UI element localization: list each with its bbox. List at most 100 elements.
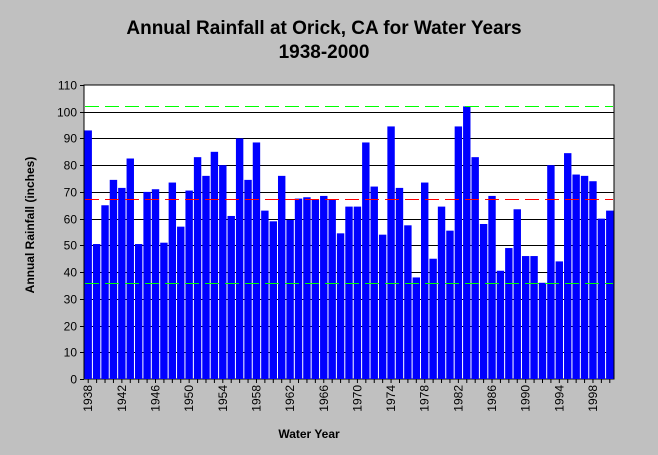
bar bbox=[530, 256, 538, 379]
bar bbox=[143, 191, 151, 379]
y-tick-label: 30 bbox=[64, 293, 78, 307]
x-tick-label: 1950 bbox=[182, 385, 196, 412]
bar bbox=[277, 175, 286, 379]
bar bbox=[597, 218, 606, 379]
bar bbox=[589, 181, 597, 379]
bar bbox=[547, 165, 555, 379]
bar bbox=[353, 206, 362, 379]
bar bbox=[160, 242, 168, 379]
bar bbox=[303, 197, 311, 379]
bar bbox=[412, 277, 421, 379]
y-tick-label: 40 bbox=[64, 266, 78, 280]
y-axis-label: Annual Rainfall (inches) bbox=[23, 157, 37, 294]
y-tick-label: 20 bbox=[64, 320, 78, 334]
bar bbox=[311, 199, 320, 379]
x-tick-label: 1942 bbox=[115, 385, 129, 412]
x-tick-label: 1938 bbox=[81, 385, 95, 412]
bar bbox=[538, 282, 547, 379]
bar bbox=[555, 261, 564, 379]
bar bbox=[134, 244, 143, 379]
y-tick-label: 0 bbox=[70, 373, 77, 387]
bar bbox=[269, 221, 277, 379]
bar bbox=[387, 126, 395, 380]
y-axis-ticks: 0 10 20 30 40 50 60 70 80 90 100 110 bbox=[57, 79, 84, 387]
y-tick-label: 50 bbox=[64, 239, 78, 253]
x-tick-label: 1962 bbox=[283, 385, 297, 412]
bar bbox=[109, 179, 118, 379]
bar bbox=[210, 151, 219, 379]
chart-title: Annual Rainfall at Orick, CA for Water Y… bbox=[126, 18, 521, 39]
bar bbox=[437, 206, 446, 379]
bars bbox=[84, 106, 614, 380]
chart-subtitle: 1938-2000 bbox=[279, 42, 370, 63]
bar bbox=[572, 174, 580, 379]
bar bbox=[471, 157, 479, 379]
bar bbox=[606, 210, 614, 379]
bar bbox=[564, 153, 572, 379]
x-tick-label: 1954 bbox=[216, 385, 230, 412]
y-tick-label: 110 bbox=[58, 79, 77, 93]
bar bbox=[294, 198, 303, 379]
x-tick-label: 1990 bbox=[519, 385, 533, 412]
bar bbox=[235, 138, 244, 379]
bar bbox=[227, 215, 235, 379]
bar bbox=[118, 187, 126, 379]
bar bbox=[151, 189, 160, 379]
bar bbox=[479, 223, 488, 379]
bar bbox=[446, 230, 454, 379]
bar bbox=[261, 210, 269, 379]
x-tick-label: 1986 bbox=[485, 385, 499, 412]
bar bbox=[513, 209, 521, 379]
y-tick-label: 80 bbox=[64, 159, 78, 173]
x-tick-label: 1978 bbox=[418, 385, 432, 412]
x-tick-label: 1946 bbox=[149, 385, 163, 412]
x-tick-label: 1974 bbox=[384, 385, 398, 412]
bar bbox=[252, 142, 261, 379]
bar bbox=[185, 190, 193, 379]
bar bbox=[362, 142, 370, 379]
bar bbox=[421, 182, 429, 379]
y-tick-label: 10 bbox=[64, 346, 78, 360]
bar bbox=[328, 199, 336, 379]
bar bbox=[345, 206, 353, 379]
y-tick-label: 60 bbox=[64, 213, 78, 227]
bar bbox=[454, 126, 463, 380]
bar bbox=[168, 182, 177, 379]
bar bbox=[177, 226, 185, 379]
bar bbox=[126, 158, 134, 379]
x-tick-label: 1998 bbox=[586, 385, 600, 412]
bar bbox=[101, 205, 109, 379]
bar bbox=[496, 270, 505, 379]
bar bbox=[219, 165, 227, 379]
bar bbox=[429, 258, 437, 379]
y-tick-label: 70 bbox=[64, 186, 78, 200]
y-tick-label: 100 bbox=[57, 106, 77, 120]
bar bbox=[404, 225, 412, 379]
x-axis-ticks: 1938 1942 1946 1950 1954 1958 1962 1966 1970 1974… bbox=[81, 379, 611, 412]
bar bbox=[395, 187, 404, 379]
reference-lines bbox=[85, 106, 613, 284]
bar bbox=[378, 234, 387, 379]
bar bbox=[244, 179, 252, 379]
bar bbox=[92, 244, 101, 379]
bar bbox=[84, 130, 92, 379]
bar bbox=[505, 248, 513, 379]
x-tick-label: 1966 bbox=[317, 385, 331, 412]
bar bbox=[488, 195, 496, 379]
bar bbox=[286, 219, 294, 379]
bar bbox=[580, 175, 589, 379]
x-tick-label: 1970 bbox=[350, 385, 364, 412]
x-tick-label: 1958 bbox=[249, 385, 263, 412]
bar bbox=[463, 106, 471, 379]
bar bbox=[320, 195, 328, 379]
x-tick-label: 1982 bbox=[451, 385, 465, 412]
bar bbox=[370, 186, 378, 379]
bar bbox=[202, 175, 210, 379]
x-axis-label: Water Year bbox=[278, 427, 340, 441]
bar bbox=[521, 256, 530, 379]
bar bbox=[336, 233, 345, 379]
x-tick-label: 1994 bbox=[552, 385, 566, 412]
bar bbox=[193, 157, 202, 379]
